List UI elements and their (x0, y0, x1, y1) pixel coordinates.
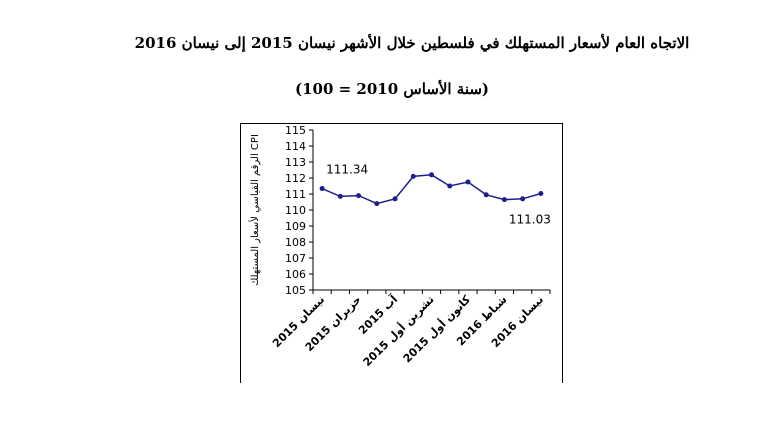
y-axis-label: الرقم القياسي لأسعار المستهلك CPI (248, 134, 261, 286)
data-point (465, 179, 471, 185)
chart-title-line1: الاتجاه العام لأسعار المستهلك في فلسطين … (134, 34, 690, 52)
data-point (410, 173, 416, 179)
chart-title-line2: (سنة الأساس 2010 = 100) (294, 80, 490, 98)
y-tick-label: 114 (285, 140, 306, 153)
y-tick-label: 106 (285, 268, 306, 281)
data-point (429, 172, 434, 178)
y-ticks: 105 106 107 108 109 110 111 112 113 114 115 (285, 124, 313, 297)
data-point (392, 196, 398, 202)
data-point (319, 186, 325, 192)
data-point (520, 196, 526, 202)
y-tick-label: 109 (285, 220, 306, 233)
data-label: 111.34 (326, 163, 368, 177)
y-tick-label: 115 (285, 124, 306, 137)
data-point (483, 192, 489, 198)
y-tick-label: 105 (285, 284, 306, 297)
y-tick-label: 110 (285, 204, 306, 217)
y-tick-label: 113 (285, 156, 306, 169)
series-points (319, 172, 544, 207)
data-point (538, 191, 544, 197)
chart-frame (240, 123, 563, 383)
y-tick-label: 112 (285, 172, 306, 185)
data-point (374, 201, 380, 207)
data-labels: 111.34 111.03 (326, 163, 551, 227)
y-tick-label: 108 (285, 236, 306, 249)
data-point (356, 193, 362, 199)
data-label: 111.03 (509, 213, 551, 227)
y-tick-label: 111 (285, 188, 306, 201)
y-tick-label: 107 (285, 252, 306, 265)
data-point (501, 197, 507, 203)
data-point (447, 183, 453, 189)
x-tick-label: كانون أول 2015 (400, 292, 474, 366)
data-point (337, 193, 343, 199)
series-line (321, 174, 542, 205)
